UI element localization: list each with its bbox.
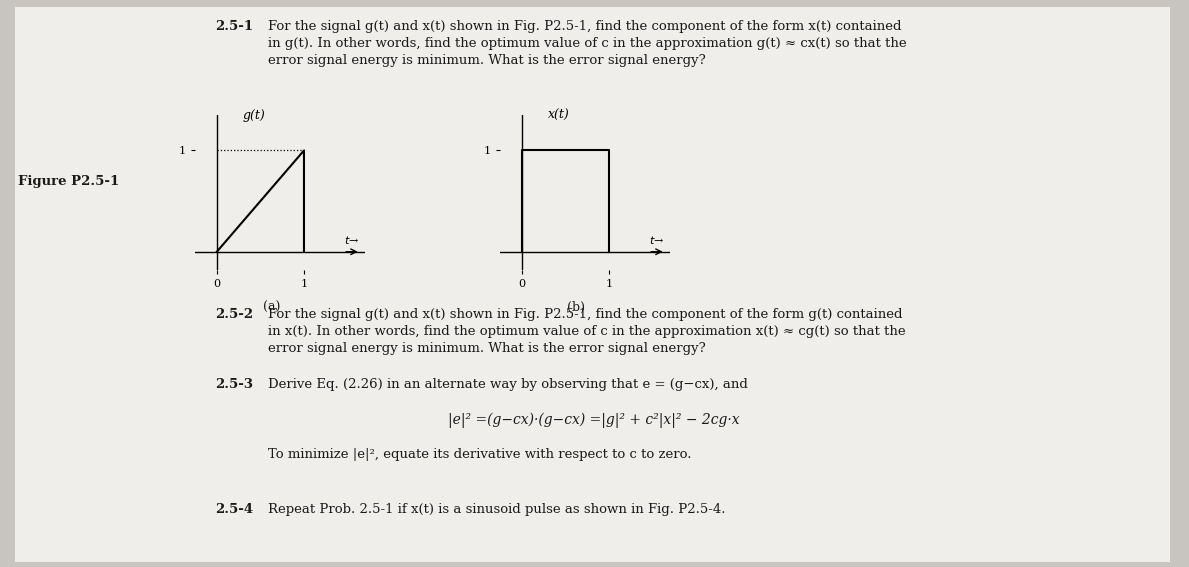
Text: (a): (a) — [263, 301, 281, 314]
FancyBboxPatch shape — [15, 7, 1170, 562]
Text: For the signal g(t) and x(t) shown in Fig. P2.5-1, find the component of the for: For the signal g(t) and x(t) shown in Fi… — [268, 308, 902, 321]
Text: Figure P2.5-1: Figure P2.5-1 — [18, 175, 119, 188]
Text: 2.5-1: 2.5-1 — [215, 20, 253, 33]
Text: (b): (b) — [567, 301, 585, 314]
Text: Derive Eq. (2.26) in an alternate way by observing that e = (g−cx), and: Derive Eq. (2.26) in an alternate way by… — [268, 378, 748, 391]
Text: 2.5-2: 2.5-2 — [215, 308, 253, 321]
Text: error signal energy is minimum. What is the error signal energy?: error signal energy is minimum. What is … — [268, 342, 706, 355]
Text: To minimize |e|², equate its derivative with respect to c to zero.: To minimize |e|², equate its derivative … — [268, 448, 692, 461]
Text: 2.5-4: 2.5-4 — [215, 503, 253, 516]
Text: x(t): x(t) — [548, 109, 570, 122]
Text: g(t): g(t) — [243, 109, 265, 122]
Text: in x(t). In other words, find the optimum value of c in the approximation x(t) ≈: in x(t). In other words, find the optimu… — [268, 325, 906, 338]
Text: $t$→: $t$→ — [649, 234, 665, 246]
Text: $t$→: $t$→ — [345, 234, 359, 246]
Text: 2.5-3: 2.5-3 — [215, 378, 253, 391]
Text: Repeat Prob. 2.5-1 if x(t) is a sinusoid pulse as shown in Fig. P2.5-4.: Repeat Prob. 2.5-1 if x(t) is a sinusoid… — [268, 503, 725, 516]
Text: in g(t). In other words, find the optimum value of c in the approximation g(t) ≈: in g(t). In other words, find the optimu… — [268, 37, 907, 50]
Text: For the signal g(t) and x(t) shown in Fig. P2.5-1, find the component of the for: For the signal g(t) and x(t) shown in Fi… — [268, 20, 901, 33]
Text: error signal energy is minimum. What is the error signal energy?: error signal energy is minimum. What is … — [268, 54, 706, 67]
Text: |e|² =(g−cx)·(g−cx) =|g|² + c²|x|² − 2cg·x: |e|² =(g−cx)·(g−cx) =|g|² + c²|x|² − 2cg… — [448, 413, 740, 429]
